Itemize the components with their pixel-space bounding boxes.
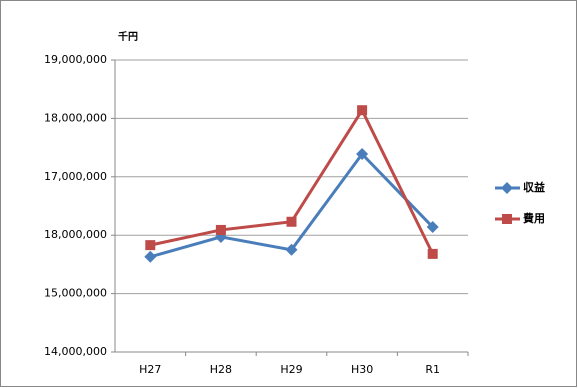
y-tick-label: 15,000,000	[44, 287, 107, 300]
marker	[286, 216, 297, 227]
y-tick-label: 14,000,000	[44, 345, 107, 358]
x-tick-label: R1	[425, 363, 440, 376]
marker	[427, 248, 438, 259]
marker	[357, 105, 368, 116]
x-tick-label: H29	[280, 363, 302, 376]
x-tick-label: H27	[139, 363, 161, 376]
marker	[501, 182, 513, 194]
x-tick-label: H28	[210, 363, 232, 376]
marker	[285, 243, 298, 256]
marker	[356, 148, 369, 161]
marker	[502, 214, 512, 224]
x-tick-label: H30	[351, 363, 373, 376]
marker	[215, 224, 226, 235]
marker	[144, 250, 157, 263]
y-tick-label: 17,000,000	[44, 170, 107, 183]
marker	[426, 221, 439, 234]
legend-label: 費用	[522, 211, 545, 225]
y-tick-label: 18,000,000	[44, 228, 107, 241]
legend-label: 収益	[523, 180, 545, 194]
y-tick-label: 19,000,000	[44, 53, 107, 66]
y-tick-label: 18,000,000	[44, 111, 107, 124]
unit-label: 千円	[118, 30, 138, 43]
marker	[145, 240, 156, 251]
